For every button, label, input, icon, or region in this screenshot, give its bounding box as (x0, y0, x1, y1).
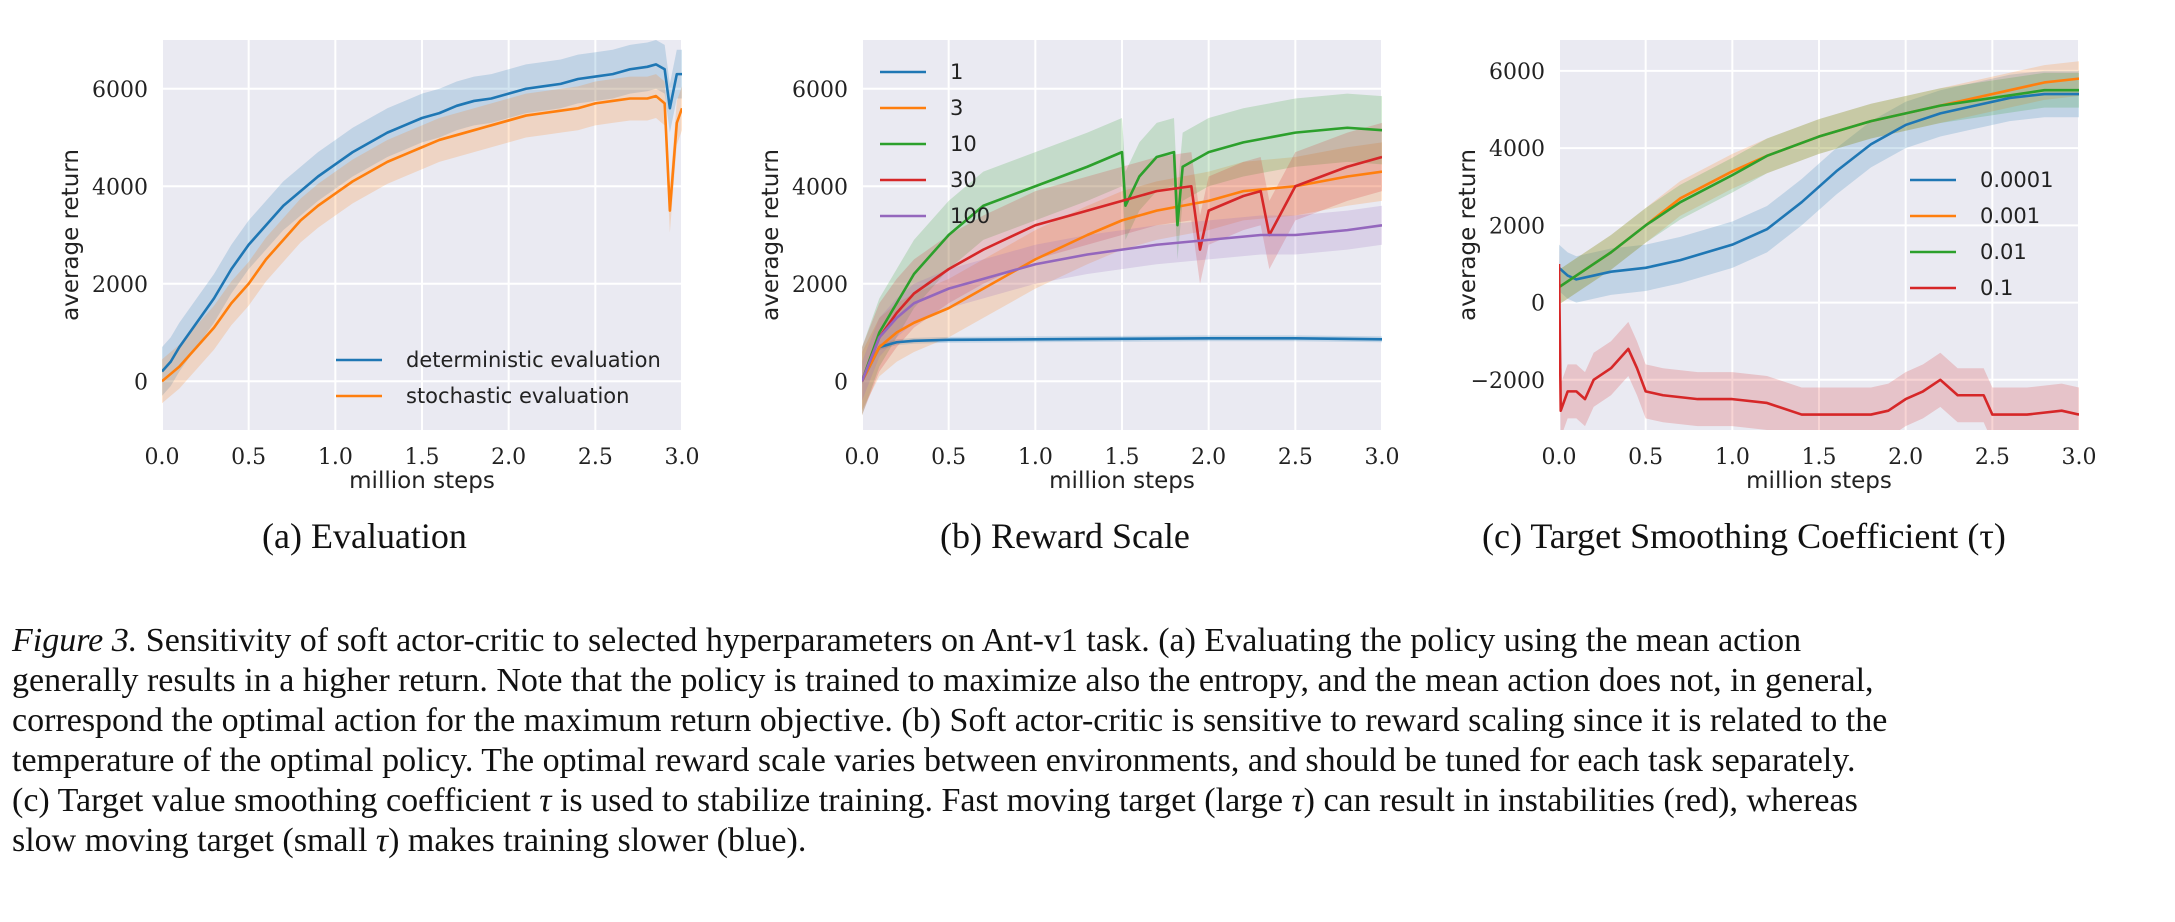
y-axis-label: average return (58, 149, 84, 321)
tau-symbol: τ (375, 822, 389, 859)
x-tick-label: 2.0 (1888, 445, 1923, 470)
chart-c: 0.0 0.5 1.0 1.5 2.0 2.5 3.0 −2000 0 2000 4000 6000 m… (1455, 40, 2097, 494)
series-band-10 (862, 93, 1382, 416)
x-tick-label: 0.0 (145, 445, 180, 470)
y-tick-label: 2000 (792, 273, 848, 298)
series-line-stochastic-evaluation (162, 94, 682, 383)
y-axis-label: average return (1455, 149, 1481, 321)
y-tick-label: 4000 (792, 175, 848, 200)
series-group (1559, 61, 2079, 430)
series-band-30 (862, 122, 1382, 416)
x-tick-label: 2.5 (578, 445, 613, 470)
legend-label: 0.001 (1980, 204, 2040, 228)
y-tick-label: 0 (134, 370, 148, 395)
y-axis-label: average return (758, 149, 784, 321)
y-tick-label: 2000 (1489, 214, 1545, 239)
series-line-10 (862, 126, 1382, 382)
y-tick-label: 0 (834, 370, 848, 395)
caption-line-3: correspond the optimal action for the ma… (12, 702, 1888, 739)
series-group (162, 40, 682, 404)
x-tick-label: 2.0 (1191, 445, 1226, 470)
series-line-1 (862, 337, 1382, 382)
series-line-100 (862, 223, 1382, 382)
x-tick-label: 0.5 (1628, 445, 1663, 470)
subcaption-c-label: (c) (1482, 516, 1522, 556)
x-axis-label: million steps (349, 468, 495, 494)
series-band-deterministic-evaluation (162, 40, 682, 396)
legend-label: 30 (950, 168, 977, 192)
legend-label: deterministic evaluation (406, 348, 661, 372)
figure-label: Figure 3. (12, 622, 138, 659)
subcaption-c-text: Target Smoothing Coefficient (τ) (1530, 516, 2006, 556)
series-line-0-0001 (1559, 92, 2079, 281)
series-band-0-1 (1559, 236, 2079, 430)
legend-label: 0.01 (1980, 240, 2027, 264)
series-line-deterministic-evaluation (162, 63, 682, 373)
x-axis-label: million steps (1746, 468, 1892, 494)
tau-symbol: τ (1291, 782, 1304, 819)
y-tick-label: 6000 (792, 78, 848, 103)
y-tick-label: 2000 (92, 273, 148, 298)
chart-panel-b: 0.0 0.5 1.0 1.5 2.0 2.5 3.0 0 2000 4000 6000 millio… (700, 0, 1420, 500)
x-tick-label: 2.5 (1278, 445, 1313, 470)
figure-caption: Figure 3. Sensitivity of soft actor-crit… (12, 621, 2162, 861)
series-band-100 (862, 205, 1382, 401)
legend: deterministic evaluation stochastic evalu… (336, 348, 661, 408)
series-band-3 (862, 142, 1382, 411)
series-group (862, 93, 1382, 416)
chart-panel-c: 0.0 0.5 1.0 1.5 2.0 2.5 3.0 −2000 0 2000 4000 6000 m… (1397, 0, 2117, 500)
subcaption-a-label: (a) (262, 516, 302, 556)
x-tick-label: 2.5 (1975, 445, 2010, 470)
tau-symbol: τ (539, 782, 552, 819)
x-tick-label: 0.0 (845, 445, 880, 470)
subcaption-a: (a) Evaluation (262, 515, 467, 557)
legend-label: 100 (950, 204, 990, 228)
subcaption-b: (b) Reward Scale (940, 515, 1190, 557)
legend-label: 0.0001 (1980, 168, 2053, 192)
series-line-0-01 (1559, 88, 2079, 289)
chart-panel-a: 0.0 0.5 1.0 1.5 2.0 2.5 3.0 0 2000 4000 6000 millio… (0, 0, 720, 500)
y-tick-label: 4000 (92, 175, 148, 200)
chart-b: 0.0 0.5 1.0 1.5 2.0 2.5 3.0 0 2000 4000 6000 millio… (758, 40, 1400, 494)
x-tick-label: 1.5 (1105, 445, 1140, 470)
caption-line-1: Figure 3. Sensitivity of soft actor-crit… (12, 622, 1802, 659)
caption-line-2: generally results in a higher return. No… (12, 662, 1874, 699)
x-tick-label: 0.0 (1542, 445, 1577, 470)
subcaption-b-text: Reward Scale (990, 516, 1190, 556)
series-line-3 (862, 170, 1382, 382)
x-axis-label: million steps (1049, 468, 1195, 494)
x-tick-label: 0.5 (231, 445, 266, 470)
subcaption-b-label: (b) (940, 516, 982, 556)
series-band-stochastic-evaluation (162, 74, 682, 404)
y-tick-label: 0 (1531, 292, 1545, 317)
legend-label: 3 (950, 96, 963, 120)
legend-label: 1 (950, 60, 963, 84)
x-tick-label: 2.0 (491, 445, 526, 470)
x-tick-label: 1.0 (318, 445, 353, 470)
x-tick-label: 0.5 (931, 445, 966, 470)
series-line-0-1 (1559, 263, 2079, 416)
subcaption-a-text: Evaluation (310, 516, 467, 556)
x-tick-label: 1.0 (1018, 445, 1053, 470)
y-tick-label: −2000 (1471, 369, 1545, 394)
x-tick-label: 1.0 (1715, 445, 1750, 470)
x-tick-label: 3.0 (665, 445, 700, 470)
x-tick-label: 1.5 (1802, 445, 1837, 470)
legend: 0.0001 0.001 0.01 0.1 (1910, 168, 2053, 300)
caption-line-4: temperature of the optimal policy. The o… (12, 742, 1856, 779)
legend-label: 10 (950, 132, 977, 156)
x-tick-label: 3.0 (2062, 445, 2097, 470)
caption-line-6: slow moving target (small τ) makes train… (12, 822, 807, 859)
x-tick-label: 1.5 (405, 445, 440, 470)
legend-label: stochastic evaluation (406, 384, 629, 408)
x-tick-label: 3.0 (1365, 445, 1400, 470)
y-tick-label: 6000 (92, 78, 148, 103)
legend: 1 3 10 30 100 (880, 60, 990, 228)
caption-line-5: (c) Target value smoothing coefficient τ… (12, 782, 1858, 819)
y-tick-label: 4000 (1489, 137, 1545, 162)
subcaption-c: (c) Target Smoothing Coefficient (τ) (1482, 515, 2006, 557)
chart-a: 0.0 0.5 1.0 1.5 2.0 2.5 3.0 0 2000 4000 6000 millio… (58, 40, 700, 494)
legend-label: 0.1 (1980, 276, 2013, 300)
y-tick-label: 6000 (1489, 60, 1545, 85)
